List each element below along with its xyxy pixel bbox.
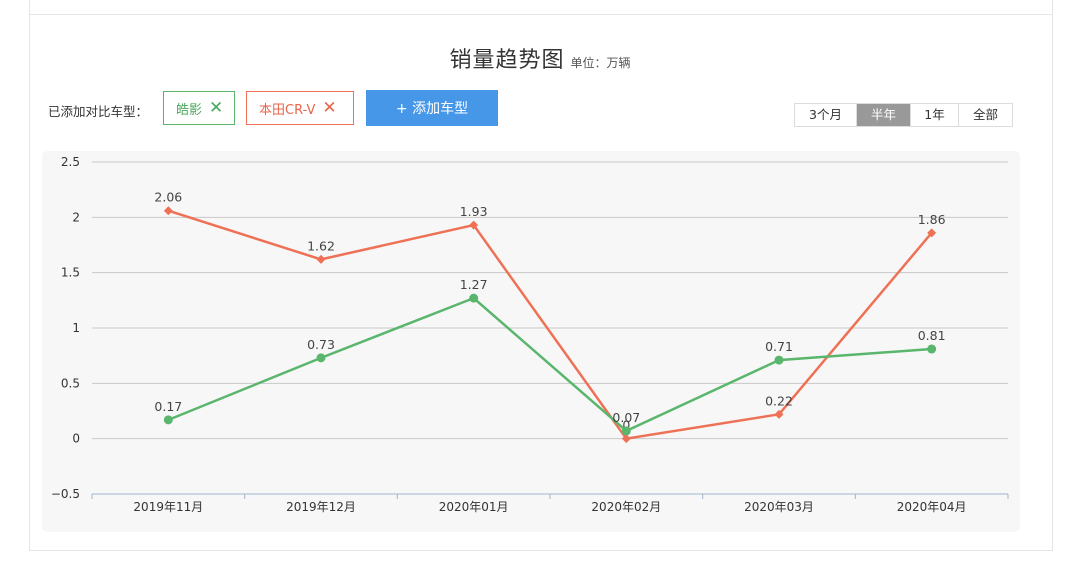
data-point: [774, 409, 784, 419]
compare-label: 已添加对比车型：: [48, 104, 149, 119]
data-point: [927, 228, 937, 238]
range-option-3-months[interactable]: 3个月: [795, 104, 856, 126]
x-tick-label: 2020年04月: [897, 500, 967, 514]
range-option-half-year[interactable]: 半年: [856, 104, 910, 126]
data-point: [316, 254, 326, 264]
close-icon[interactable]: ✕: [322, 97, 337, 118]
data-point: [469, 293, 479, 303]
data-label: 0.22: [765, 393, 793, 408]
chip-label: 本田CR-V: [259, 102, 316, 118]
compare-chip-haoying[interactable]: 皓影 ✕: [163, 91, 235, 125]
x-tick-label: 2020年03月: [744, 500, 814, 514]
data-point: [163, 415, 173, 425]
y-tick-label: −0.5: [51, 487, 80, 501]
top-divider: [29, 14, 1053, 15]
chart-title: 销量趋势图: [449, 48, 565, 73]
x-tick-label: 2019年11月: [133, 500, 203, 514]
data-label: 0: [622, 418, 630, 433]
data-point: [774, 355, 784, 365]
x-tick-label: 2020年01月: [439, 500, 509, 514]
x-tick-label: 2020年02月: [591, 500, 661, 514]
y-tick-label: 0: [72, 432, 80, 446]
close-icon[interactable]: ✕: [209, 97, 224, 118]
data-label: 1.62: [307, 238, 335, 253]
data-point: [469, 220, 479, 230]
x-tick-label: 2019年12月: [286, 500, 356, 514]
series-line: [167, 209, 933, 440]
chart-header: 销量趋势图 单位：万辆: [0, 42, 1080, 74]
data-label: 0.07: [612, 410, 640, 425]
y-tick-label: 2.5: [61, 155, 80, 169]
chip-label: 皓影: [176, 102, 203, 118]
data-label: 0.71: [765, 339, 793, 354]
data-point: [927, 344, 937, 354]
plot-area: [42, 151, 1020, 532]
compare-chip-crv[interactable]: 本田CR-V ✕: [246, 91, 354, 125]
range-option-all[interactable]: 全部: [958, 104, 1012, 126]
data-label: 0.73: [307, 337, 335, 352]
data-label: 1.93: [460, 204, 488, 219]
y-tick-label: 1.5: [61, 266, 80, 280]
data-label: 2.06: [154, 190, 182, 205]
y-tick-label: 1: [72, 321, 80, 335]
data-label: 0.17: [154, 399, 182, 414]
data-point: [621, 434, 631, 444]
data-label: 1.27: [460, 277, 488, 292]
data-point: [163, 206, 173, 216]
data-label: 0.81: [918, 328, 946, 343]
data-point: [316, 353, 326, 363]
unit-label: 单位：万辆: [570, 56, 631, 70]
y-tick-label: 0.5: [61, 376, 80, 390]
data-point: [621, 426, 631, 436]
time-range-selector: 3个月 半年 1年 全部: [794, 103, 1013, 127]
data-label: 1.86: [918, 212, 946, 227]
add-model-button[interactable]: + 添加车型: [366, 90, 498, 126]
series-line: [167, 296, 932, 433]
y-tick-label: 2: [72, 210, 80, 224]
range-option-1-year[interactable]: 1年: [910, 104, 958, 126]
